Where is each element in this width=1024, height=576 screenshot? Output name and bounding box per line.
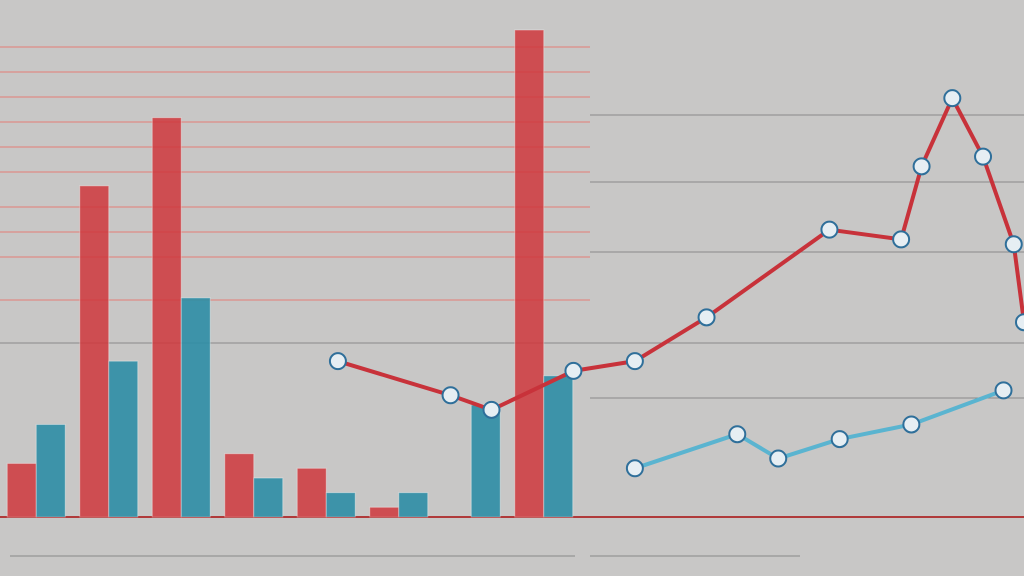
point xyxy=(328,352,347,371)
line xyxy=(634,388,1005,471)
bar xyxy=(296,467,327,518)
point xyxy=(564,361,583,380)
bar xyxy=(151,117,182,518)
point xyxy=(902,415,921,434)
bar xyxy=(224,453,255,518)
bar xyxy=(180,297,211,518)
bar xyxy=(35,423,66,518)
point xyxy=(769,449,788,468)
point xyxy=(1015,313,1024,332)
point xyxy=(625,352,644,371)
point xyxy=(1004,235,1023,254)
point xyxy=(441,386,460,405)
bar xyxy=(253,477,284,518)
bar xyxy=(470,404,501,518)
point xyxy=(994,381,1013,400)
bar xyxy=(6,462,37,518)
point xyxy=(912,157,931,176)
bar xyxy=(79,185,110,518)
point xyxy=(728,425,747,444)
point xyxy=(974,147,993,166)
bar xyxy=(398,492,429,518)
point xyxy=(820,220,839,239)
bar xyxy=(325,492,356,518)
point xyxy=(943,89,962,108)
point xyxy=(697,308,716,327)
point xyxy=(830,430,849,449)
point xyxy=(482,400,501,419)
point xyxy=(625,459,644,478)
point xyxy=(892,230,911,249)
bar xyxy=(108,360,139,518)
bar xyxy=(543,375,574,518)
bar xyxy=(369,506,400,518)
bar xyxy=(514,29,545,518)
